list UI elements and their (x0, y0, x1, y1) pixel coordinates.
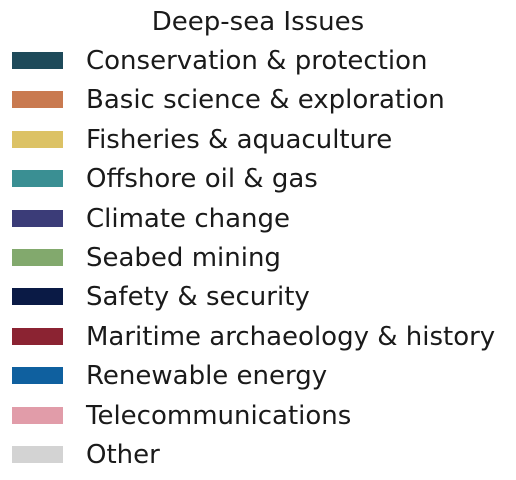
legend-entry: Basic science & exploration (0, 83, 516, 117)
legend-label: Offshore oil & gas (86, 164, 318, 195)
legend-swatch (12, 288, 63, 306)
legend-label: Safety & security (86, 282, 310, 313)
legend-entry: Fisheries & aquaculture (0, 123, 516, 157)
legend-swatch (12, 406, 63, 424)
legend-swatch (12, 130, 63, 148)
legend-entry: Maritime archaeology & history (0, 320, 516, 354)
legend-swatch (12, 367, 63, 385)
legend-swatch (12, 209, 63, 227)
legend-label: Other (86, 440, 160, 470)
legend-label: Renewable energy (86, 361, 328, 392)
legend-entry: Renewable energy (0, 359, 516, 393)
legend-swatch (12, 52, 63, 69)
legend-swatch (12, 91, 63, 109)
legend-label: Maritime archaeology & history (86, 321, 496, 352)
legend-swatch (12, 170, 63, 188)
legend-label: Conservation & protection (86, 46, 428, 76)
legend-entry: Offshore oil & gas (0, 162, 516, 196)
legend-entry: Safety & security (0, 280, 516, 314)
legend-title: Deep-sea Issues (151, 7, 365, 37)
legend-label: Basic science & exploration (86, 85, 445, 116)
legend-entry: Conservation & protection (0, 44, 516, 78)
legend-label: Fisheries & aquaculture (86, 124, 393, 155)
legend-entry: Other (0, 438, 516, 472)
legend-entry: Seabed mining (0, 241, 516, 275)
legend-entry: Telecommunications (0, 399, 516, 433)
legend-swatch (12, 327, 63, 345)
legend-entry: Climate change (0, 202, 516, 236)
legend-label: Climate change (86, 203, 291, 234)
legend-label: Seabed mining (86, 243, 281, 273)
legend-swatch (12, 249, 63, 266)
legend-label: Telecommunications (86, 400, 352, 431)
legend-swatch (12, 446, 63, 463)
